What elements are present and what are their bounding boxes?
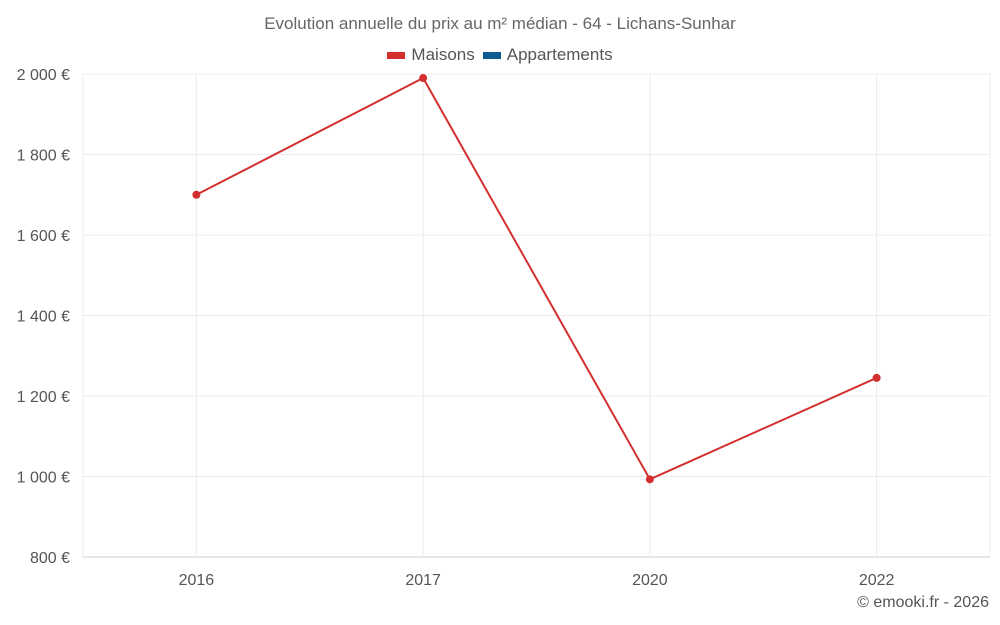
- y-tick-label: 800 €: [30, 550, 70, 567]
- data-point-maisons[interactable]: [419, 74, 428, 83]
- legend-swatch-maisons: [387, 51, 406, 59]
- x-tick-label: 2022: [859, 572, 895, 589]
- legend-label-maisons: Maisons: [411, 45, 475, 64]
- legend-item-maisons[interactable]: Maisons: [387, 45, 475, 65]
- data-point-maisons[interactable]: [872, 373, 881, 382]
- legend-item-appartements[interactable]: Appartements: [482, 45, 613, 65]
- y-tick-label: 1 400 €: [17, 309, 70, 326]
- legend-swatch-appartements: [482, 51, 501, 59]
- y-tick-label: 1 200 €: [17, 389, 70, 406]
- series-line-maisons: [195, 77, 878, 481]
- y-tick-label: 1 000 €: [17, 470, 70, 487]
- y-tick-label: 1 800 €: [17, 148, 70, 165]
- legend-label-appartements: Appartements: [506, 45, 613, 64]
- x-tick-label: 2016: [179, 572, 215, 589]
- x-tick-label: 2020: [632, 572, 668, 589]
- data-point-maisons[interactable]: [192, 190, 201, 199]
- y-tick-label: 2 000 €: [17, 67, 70, 84]
- chart-legend: Maisons Appartements: [0, 45, 1000, 65]
- chart-title: Evolution annuelle du prix au m² médian …: [264, 14, 736, 33]
- credit-text: © emooki.fr - 2026: [857, 594, 989, 611]
- y-tick-label: 1 600 €: [17, 228, 70, 245]
- x-tick-label: 2017: [405, 572, 441, 589]
- data-point-maisons[interactable]: [645, 475, 654, 484]
